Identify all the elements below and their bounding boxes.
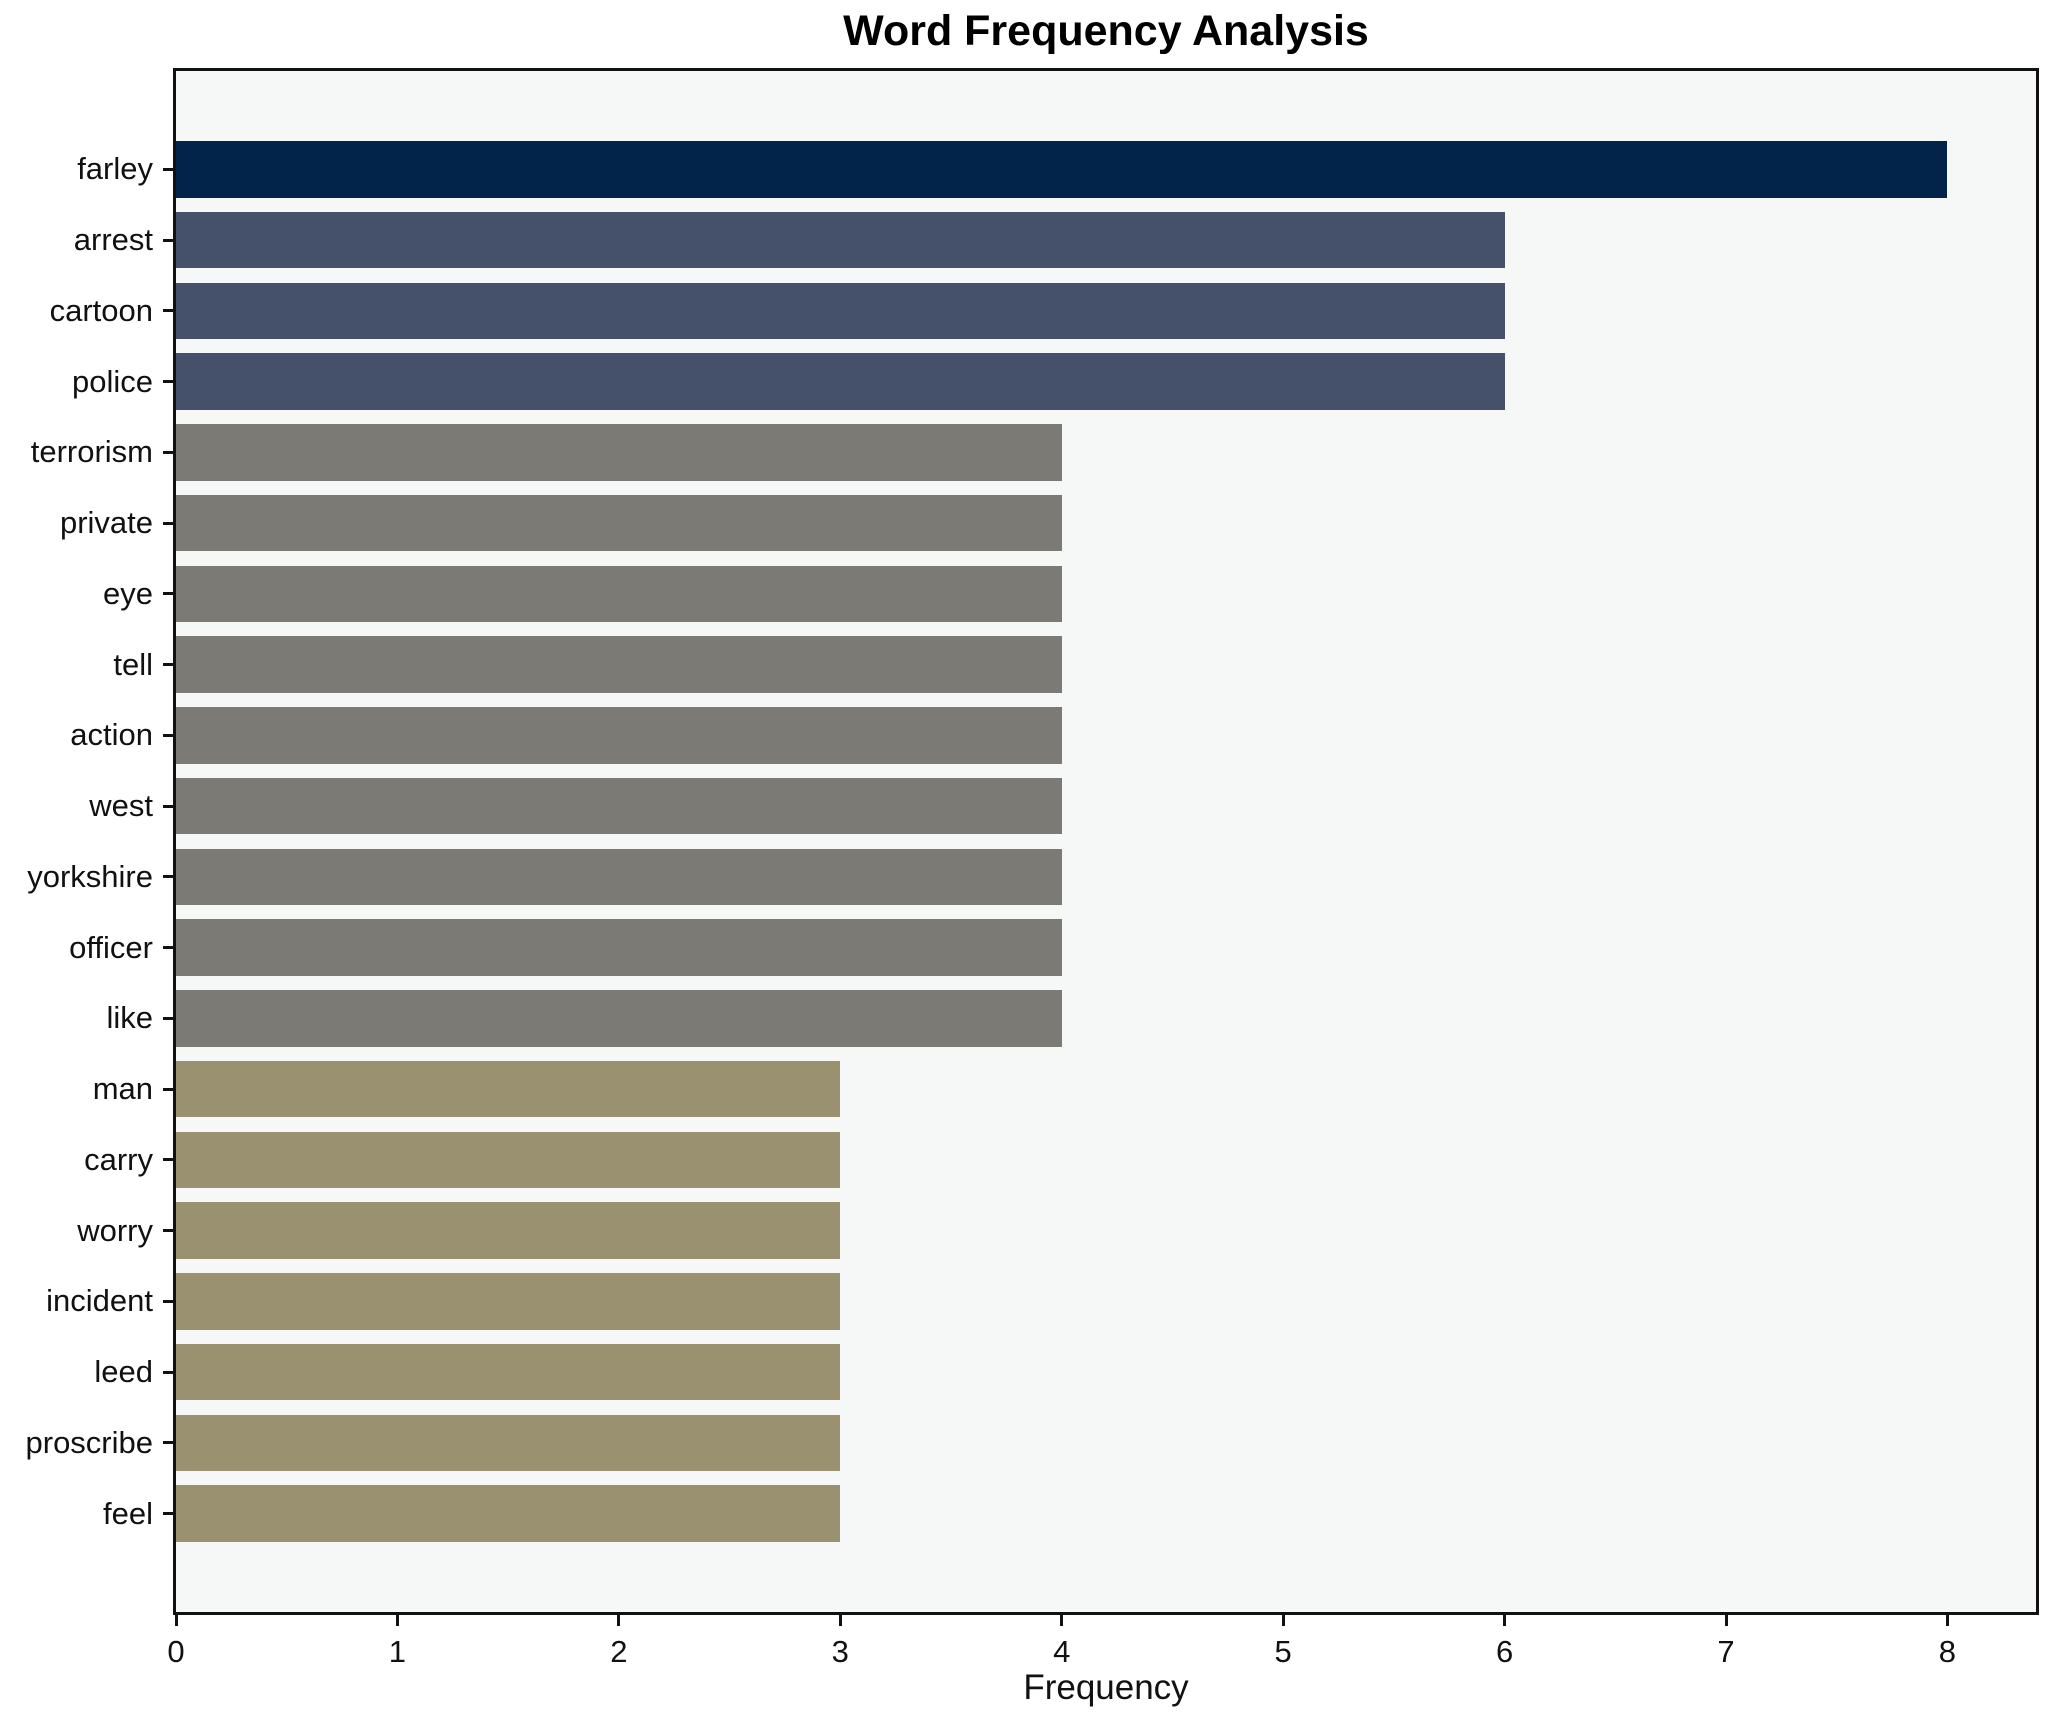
y-tick-label: man (92, 1071, 153, 1107)
y-tick-mark (163, 733, 173, 737)
chart-title: Word Frequency Analysis (843, 7, 1369, 55)
x-tick-label: 5 (1274, 1634, 1292, 1669)
y-tick-label: arrest (73, 222, 153, 258)
x-tick-label: 2 (610, 1634, 628, 1669)
y-tick-label: police (72, 363, 153, 399)
bar (176, 494, 1062, 552)
x-tick-mark (1060, 1612, 1064, 1626)
bar (176, 1343, 841, 1401)
y-tick-label: tell (113, 646, 153, 682)
y-tick-mark (163, 1016, 173, 1020)
bar (176, 424, 1062, 481)
y-tick-mark (163, 450, 173, 454)
y-tick-label: feel (103, 1495, 153, 1531)
bar (176, 636, 1062, 693)
y-tick-label: worry (77, 1212, 153, 1248)
y-tick-label: west (89, 788, 153, 824)
y-tick-label: incident (46, 1283, 153, 1319)
bar (176, 1485, 841, 1542)
bar (176, 707, 1062, 764)
y-tick-label: action (70, 717, 153, 753)
y-tick-label: private (59, 505, 153, 541)
y-tick-mark (163, 167, 173, 171)
y-tick-label: leed (94, 1354, 153, 1390)
x-axis-label: Frequency (1023, 1668, 1189, 1707)
y-tick-label: cartoon (49, 292, 153, 328)
x-tick-label: 8 (1938, 1634, 1957, 1669)
y-tick-mark (163, 309, 173, 313)
x-tick-mark (1724, 1612, 1728, 1626)
x-tick-mark (617, 1612, 621, 1626)
y-tick-label: like (106, 1000, 153, 1036)
bar (176, 990, 1062, 1047)
y-tick-label: yorkshire (27, 858, 153, 894)
x-tick-label: 3 (831, 1634, 849, 1669)
y-tick-mark (163, 946, 173, 950)
y-tick-label: terrorism (30, 434, 153, 470)
x-tick-label: 1 (388, 1634, 407, 1669)
bar (176, 565, 1062, 623)
bar (176, 353, 1505, 410)
y-tick-label: farley (77, 151, 153, 187)
bar (176, 282, 1505, 340)
bar (176, 1202, 841, 1259)
y-tick-mark (163, 1229, 173, 1233)
bar (176, 141, 1948, 198)
y-tick-mark (163, 238, 173, 242)
x-tick-label: 6 (1495, 1634, 1514, 1669)
y-tick-mark (163, 1512, 173, 1516)
bar (176, 1060, 841, 1118)
y-tick-mark (163, 1370, 173, 1374)
x-tick-mark (838, 1612, 842, 1626)
y-tick-mark (163, 663, 173, 667)
bar (176, 848, 1062, 906)
bar (176, 919, 1062, 976)
x-tick-mark (395, 1612, 399, 1626)
y-tick-label: carry (84, 1141, 153, 1177)
x-tick-mark (1281, 1612, 1285, 1626)
x-tick-label: 0 (167, 1634, 185, 1669)
bar (176, 1131, 841, 1189)
bar (176, 777, 1062, 835)
x-tick-label: 4 (1053, 1634, 1071, 1669)
bar (176, 1273, 841, 1330)
y-tick-mark (163, 1158, 173, 1162)
y-tick-mark (163, 1087, 173, 1091)
y-tick-mark (163, 1441, 173, 1445)
y-tick-mark (163, 592, 173, 596)
y-tick-mark (163, 1299, 173, 1303)
y-tick-mark (163, 875, 173, 879)
y-tick-label: officer (69, 929, 153, 965)
y-tick-mark (163, 380, 173, 384)
plot-area: farley arrest cartoon police terrorism privat… (26, 68, 2039, 1669)
y-tick-mark (163, 804, 173, 808)
bar (176, 1414, 841, 1472)
bar (176, 211, 1505, 269)
y-tick-mark (163, 521, 173, 525)
x-tick-label: 7 (1717, 1634, 1735, 1669)
y-tick-label: proscribe (25, 1424, 154, 1460)
x-tick-mark (1503, 1612, 1507, 1626)
y-tick-label: eye (103, 575, 153, 611)
x-tick-mark (174, 1612, 178, 1626)
x-tick-mark (1945, 1612, 1949, 1626)
